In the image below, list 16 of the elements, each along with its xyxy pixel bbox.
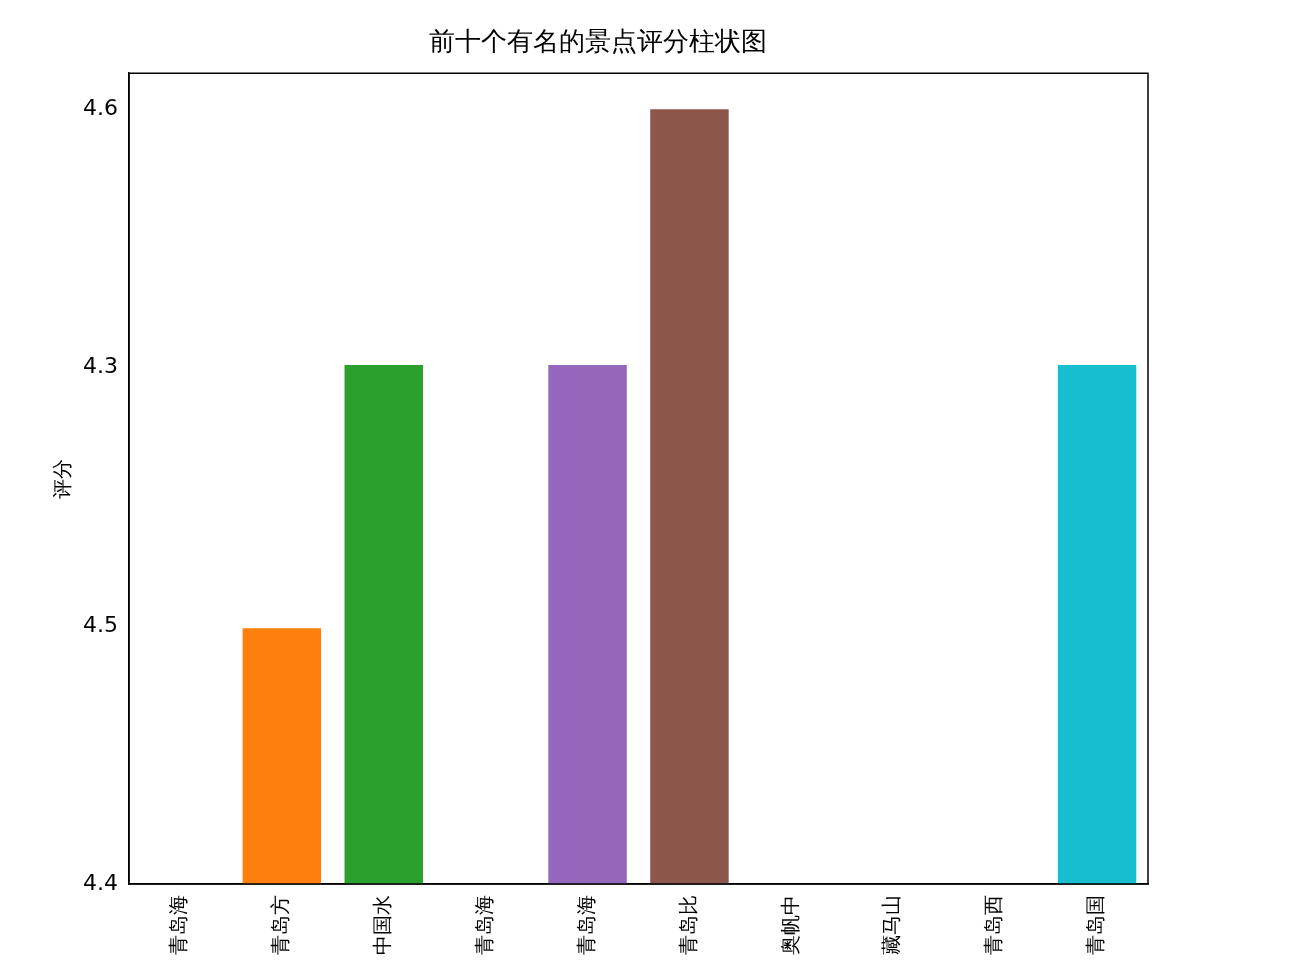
x-tick-label: 青岛方 (268, 895, 293, 955)
category-label: 4.4 (82, 869, 118, 895)
chart-title: 前十个有名的景点评分柱状图 (429, 26, 767, 57)
x-tick-label: 青岛海 (471, 895, 496, 955)
x-tick-label: 青岛国 (1083, 895, 1108, 955)
x-tick-label: 青岛海 (573, 895, 598, 955)
x-tick-label: 中国水 (369, 895, 394, 955)
category-label: 4.3 (82, 353, 118, 379)
category-label: 4.5 (82, 611, 118, 637)
x-tick-label: 青岛西 (981, 895, 1006, 955)
y-axis-title: 评分 (50, 458, 75, 499)
x-tick-label: 奥帆中 (777, 895, 802, 955)
x-tick-label: 藏马山 (879, 895, 904, 955)
category-label: 4.6 (82, 95, 118, 121)
x-tick-label: 青岛比 (675, 895, 700, 955)
x-tick-label: 青岛海 (166, 895, 191, 955)
